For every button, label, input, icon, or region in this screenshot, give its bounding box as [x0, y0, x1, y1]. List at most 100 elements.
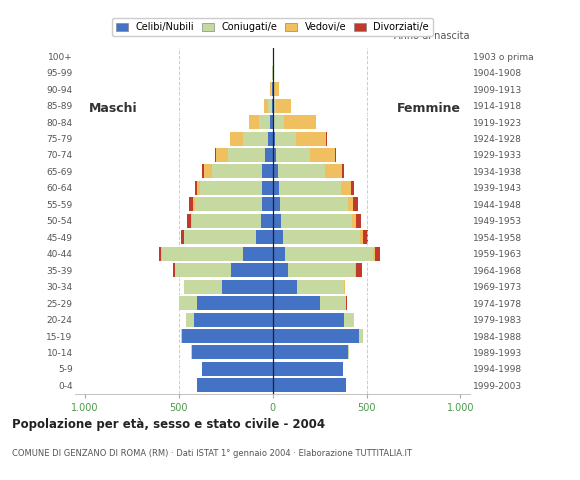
- Bar: [273, 263, 288, 277]
- Bar: [320, 296, 346, 310]
- Bar: [273, 280, 297, 294]
- Bar: [202, 165, 204, 179]
- Bar: [356, 214, 361, 228]
- Bar: [180, 329, 183, 343]
- Bar: [278, 165, 325, 179]
- Text: Popolazione per età, sesso e stato civile - 2004: Popolazione per età, sesso e stato civil…: [12, 418, 325, 432]
- Bar: [276, 148, 310, 162]
- Bar: [181, 230, 184, 244]
- Bar: [212, 165, 262, 179]
- Bar: [342, 165, 344, 179]
- Text: Femmine: Femmine: [397, 102, 461, 115]
- Bar: [375, 247, 380, 261]
- Bar: [197, 181, 200, 195]
- Bar: [344, 312, 354, 326]
- Bar: [231, 263, 273, 277]
- Bar: [173, 263, 175, 277]
- Bar: [355, 263, 356, 277]
- Bar: [310, 148, 335, 162]
- Bar: [273, 312, 344, 326]
- Legend: Celibi/Nubili, Coniugati/e, Vedovi/e, Divorziati/e: Celibi/Nubili, Coniugati/e, Vedovi/e, Di…: [113, 18, 433, 36]
- Bar: [194, 312, 273, 326]
- Bar: [195, 181, 197, 195]
- Bar: [184, 280, 222, 294]
- Bar: [288, 263, 355, 277]
- Bar: [192, 214, 262, 228]
- Bar: [262, 181, 273, 195]
- Bar: [273, 98, 274, 113]
- Bar: [283, 230, 360, 244]
- Bar: [353, 214, 356, 228]
- Bar: [158, 247, 161, 261]
- Bar: [272, 98, 273, 113]
- Bar: [273, 82, 274, 96]
- Bar: [353, 197, 358, 211]
- Bar: [373, 247, 375, 261]
- Bar: [285, 247, 373, 261]
- Bar: [184, 230, 256, 244]
- Bar: [296, 132, 326, 145]
- Bar: [273, 66, 274, 80]
- Bar: [271, 82, 272, 96]
- Bar: [345, 280, 346, 294]
- Bar: [256, 230, 273, 244]
- Bar: [191, 214, 192, 228]
- Bar: [273, 132, 275, 145]
- Bar: [202, 362, 273, 376]
- Bar: [268, 98, 272, 113]
- Bar: [204, 165, 212, 179]
- Bar: [197, 296, 273, 310]
- Bar: [279, 181, 341, 195]
- Bar: [227, 148, 265, 162]
- Bar: [242, 247, 273, 261]
- Bar: [280, 197, 348, 211]
- Bar: [249, 115, 259, 129]
- Bar: [348, 197, 353, 211]
- Bar: [273, 346, 348, 360]
- Bar: [350, 181, 354, 195]
- Bar: [216, 148, 227, 162]
- Bar: [274, 98, 276, 113]
- Bar: [183, 329, 273, 343]
- Bar: [268, 132, 273, 145]
- Bar: [270, 115, 273, 129]
- Bar: [326, 132, 327, 145]
- Bar: [356, 263, 362, 277]
- Bar: [193, 197, 195, 211]
- Bar: [186, 312, 194, 326]
- Bar: [262, 165, 273, 179]
- Bar: [273, 181, 279, 195]
- Bar: [222, 280, 273, 294]
- Bar: [273, 296, 320, 310]
- Bar: [195, 197, 262, 211]
- Bar: [273, 165, 278, 179]
- Bar: [274, 115, 284, 129]
- Bar: [273, 230, 283, 244]
- Bar: [265, 148, 273, 162]
- Text: COMUNE DI GENZANO DI ROMA (RM) · Dati ISTAT 1° gennaio 2004 · Elaborazione TUTTI: COMUNE DI GENZANO DI ROMA (RM) · Dati IS…: [12, 449, 412, 458]
- Bar: [200, 181, 262, 195]
- Bar: [274, 82, 279, 96]
- Bar: [264, 98, 268, 113]
- Bar: [262, 214, 273, 228]
- Bar: [162, 247, 242, 261]
- Bar: [273, 197, 280, 211]
- Bar: [360, 230, 362, 244]
- Bar: [273, 148, 276, 162]
- Bar: [189, 197, 193, 211]
- Bar: [244, 132, 268, 145]
- Bar: [175, 263, 231, 277]
- Bar: [262, 197, 273, 211]
- Bar: [273, 115, 274, 129]
- Bar: [273, 247, 285, 261]
- Bar: [273, 362, 343, 376]
- Bar: [276, 98, 291, 113]
- Bar: [273, 329, 359, 343]
- Bar: [197, 378, 273, 392]
- Text: Maschi: Maschi: [89, 102, 137, 115]
- Bar: [192, 346, 273, 360]
- Bar: [276, 132, 296, 145]
- Bar: [281, 214, 353, 228]
- Bar: [297, 280, 344, 294]
- Bar: [284, 115, 316, 129]
